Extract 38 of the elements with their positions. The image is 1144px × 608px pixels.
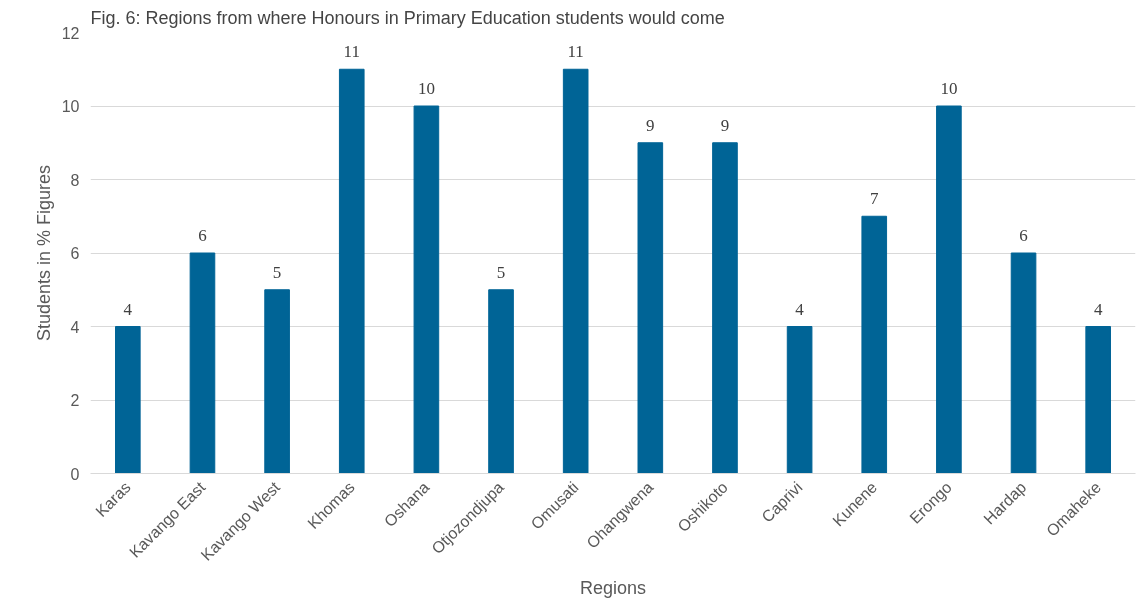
bar: [562, 68, 589, 474]
bar: [264, 289, 290, 474]
data-label: 4: [1093, 299, 1103, 319]
data-label: 9: [646, 115, 655, 135]
data-label: 9: [720, 115, 730, 135]
data-label: 11: [567, 42, 584, 62]
bar: [189, 252, 216, 474]
x-axis-title: Regions: [579, 577, 647, 598]
bar: [786, 326, 813, 474]
y-tick-label: 10: [61, 98, 80, 115]
data-label: 7: [870, 189, 879, 209]
bar: [338, 68, 365, 474]
bar: [413, 105, 440, 474]
bar: [1010, 252, 1037, 474]
data-label: 11: [343, 42, 360, 62]
bar: [637, 142, 664, 474]
data-label: 10: [417, 79, 435, 98]
data-label: 5: [496, 262, 506, 282]
bar: [115, 326, 141, 474]
bar: [1085, 326, 1111, 474]
y-tick-label: 2: [70, 392, 80, 409]
y-tick-label: 0: [70, 465, 80, 483]
data-label: 6: [198, 226, 207, 245]
data-label: 10: [940, 79, 958, 98]
y-tick-label: 6: [70, 245, 80, 262]
chart-title: Fig. 6: Regions from where Honours in Primary Education students would come: [90, 7, 725, 28]
y-axis-title: Students in % Figures: [33, 164, 54, 342]
data-label: 4: [123, 299, 133, 319]
data-label: 5: [272, 262, 282, 282]
data-label: 6: [1019, 226, 1028, 245]
bar: [936, 105, 962, 474]
bar: [488, 289, 514, 474]
bar: [861, 215, 888, 474]
data-label: 4: [795, 299, 805, 319]
bar: [712, 142, 738, 474]
y-tick-label: 12: [61, 24, 80, 42]
y-tick-label: 8: [70, 171, 80, 189]
y-tick-label: 4: [70, 318, 80, 336]
